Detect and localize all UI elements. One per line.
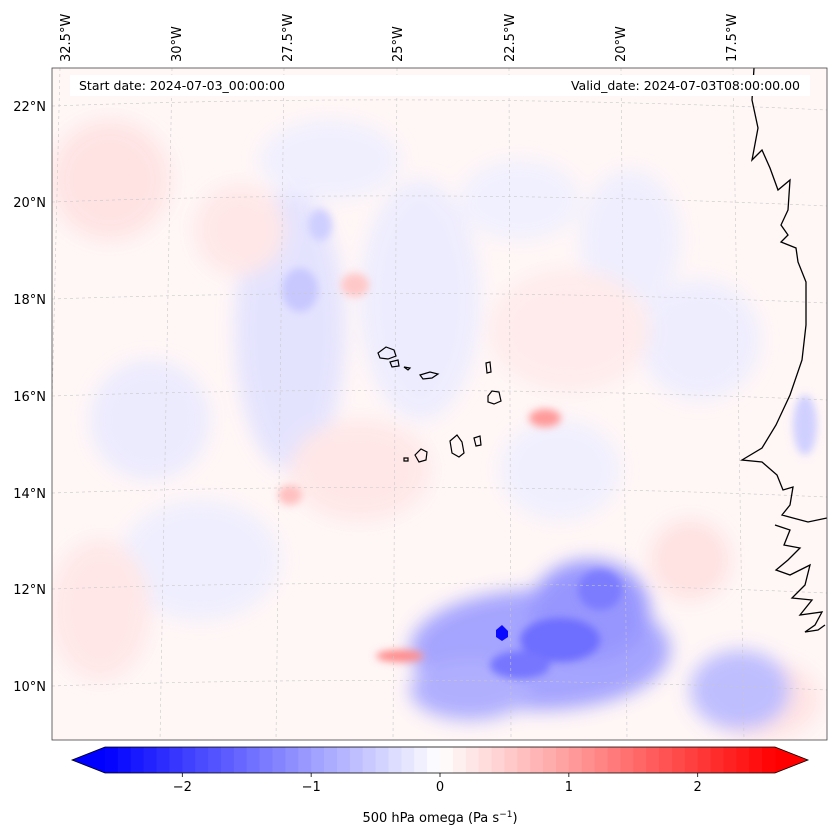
- colorbar-level: [259, 747, 274, 773]
- colorbar-level: [143, 747, 158, 773]
- latitude-labels: 22°N 20°N 18°N 16°N 14°N 12°N 10°N: [13, 100, 46, 695]
- colorbar-level: [517, 747, 531, 773]
- lon-label: 20°W: [614, 26, 629, 62]
- colorbar-level: [697, 747, 712, 773]
- colorbar-level: [555, 747, 570, 773]
- colorbar-level: [298, 747, 312, 773]
- colorbar-level: [401, 747, 415, 773]
- colorbar-level: [324, 747, 338, 773]
- lon-label: 17.5°W: [725, 14, 740, 62]
- colorbar-level: [105, 747, 119, 773]
- colorbar-tick-label: 1: [565, 780, 573, 795]
- colorbar-level: [452, 747, 467, 773]
- longitude-labels: 32.5°W 30°W 27.5°W 25°W 22.5°W 20°W 17.5…: [59, 14, 740, 62]
- colorbar-level: [736, 747, 750, 773]
- colorbar-tick-label: −1: [302, 780, 321, 795]
- colorbar-level: [646, 747, 660, 773]
- coastline: [739, 68, 827, 633]
- colorbar-extend-max: [775, 747, 808, 773]
- colorbar-level: [414, 747, 428, 773]
- lat-label: 20°N: [13, 196, 46, 211]
- colorbar-level: [671, 747, 686, 773]
- lon-label: 25°W: [391, 26, 406, 62]
- colorbar-level: [349, 747, 364, 773]
- lat-label: 18°N: [13, 293, 46, 308]
- lat-label: 16°N: [13, 390, 46, 405]
- colorbar-level: [620, 747, 634, 773]
- lat-label: 10°N: [13, 680, 46, 695]
- colorbar-level: [594, 747, 609, 773]
- colorbar-level: [478, 747, 493, 773]
- lat-label: 22°N: [13, 100, 46, 115]
- graticule: [52, 68, 827, 740]
- colorbar-level: [427, 747, 441, 773]
- colorbar-level: [723, 747, 737, 773]
- colorbar: −2 −1 0 1 2: [70, 746, 810, 795]
- colorbar-units-exponent: −1: [499, 810, 512, 820]
- colorbar-level: [362, 747, 377, 773]
- cape-verde-islands: [377, 346, 502, 463]
- colorbar-level: [272, 747, 286, 773]
- lon-label: 32.5°W: [59, 14, 74, 62]
- colorbar-level: [388, 747, 402, 773]
- colorbar-level: [336, 747, 351, 773]
- colorbar-level: [375, 747, 390, 773]
- colorbar-tick-label: −2: [173, 780, 192, 795]
- lat-label: 12°N: [13, 583, 46, 598]
- colorbar-level: [684, 747, 699, 773]
- colorbar-level: [169, 747, 183, 773]
- colorbar-units-open: (: [468, 811, 473, 826]
- colorbar-tick-label: 0: [436, 780, 444, 795]
- colorbar-level: [195, 747, 209, 773]
- colorbar-level: [130, 747, 145, 773]
- colorbar-extend-min: [72, 747, 105, 773]
- colorbar-level: [233, 747, 248, 773]
- colorbar-tick-label: 2: [694, 780, 702, 795]
- colorbar-level: [156, 747, 171, 773]
- colorbar-level: [762, 747, 776, 773]
- lon-label: 22.5°W: [503, 14, 518, 62]
- colorbar-level: [246, 747, 261, 773]
- colorbar-level: [504, 747, 518, 773]
- colorbar-level: [659, 747, 673, 773]
- lat-label: 14°N: [13, 487, 46, 502]
- colorbar-level: [311, 747, 325, 773]
- colorbar-level: [440, 747, 454, 773]
- colorbar-level: [220, 747, 235, 773]
- colorbar-level: [465, 747, 480, 773]
- colorbar-level: [749, 747, 763, 773]
- colorbar-level: [568, 747, 583, 773]
- omega-field: [52, 68, 827, 740]
- colorbar-level: [633, 747, 647, 773]
- colorbar-level: [491, 747, 506, 773]
- annotation-box: [70, 75, 810, 96]
- valid-date-label: Valid_date: 2024-07-03T08:00:00.00: [571, 78, 800, 93]
- colorbar-level: [117, 747, 132, 773]
- colorbar-label: 500 hPa omega (Pa s−1): [362, 810, 517, 826]
- colorbar-level: [543, 747, 557, 773]
- colorbar-level: [581, 747, 596, 773]
- colorbar-outline: [70, 746, 810, 774]
- map-frame: [51, 67, 828, 741]
- colorbar-level: [607, 747, 621, 773]
- colorbar-level: [285, 747, 299, 773]
- colorbar-level: [182, 747, 196, 773]
- start-date-label: Start date: 2024-07-03_00:00:00: [79, 78, 285, 93]
- colorbar-level: [208, 747, 222, 773]
- colorbar-units-close: ): [512, 811, 517, 826]
- colorbar-variable: 500 hPa omega: [362, 811, 463, 826]
- lon-label: 27.5°W: [281, 14, 296, 62]
- lon-label: 30°W: [170, 26, 185, 62]
- colorbar-level: [530, 747, 544, 773]
- colorbar-units: Pa s: [473, 811, 499, 826]
- colorbar-level: [710, 747, 725, 773]
